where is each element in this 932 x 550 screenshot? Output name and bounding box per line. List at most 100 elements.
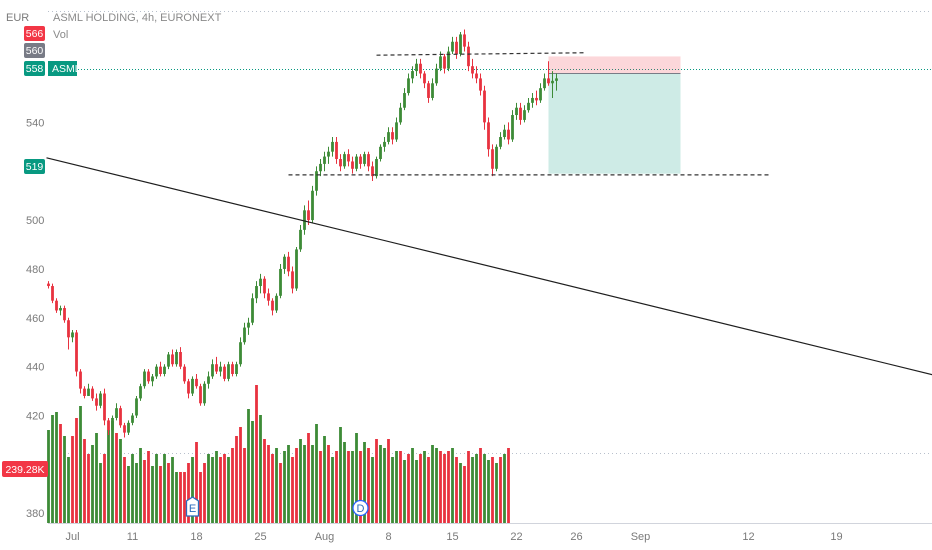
volume-bar — [67, 457, 70, 523]
candle-body — [515, 107, 518, 116]
volume-bar — [95, 433, 98, 523]
dividend-marker — [352, 499, 369, 517]
candle-body — [139, 386, 142, 399]
candle-body — [119, 408, 122, 426]
volume-bar — [279, 463, 282, 523]
volume-bar — [327, 445, 330, 523]
drawings[interactable] — [46, 52, 932, 376]
time-tick-label: Sep — [631, 531, 651, 543]
time-tick-label: Aug — [315, 531, 335, 543]
candle-body — [475, 73, 478, 79]
volume-bar — [375, 439, 378, 523]
volume-bar — [179, 472, 182, 523]
volume-bar — [467, 451, 470, 523]
volume-bar — [87, 454, 90, 523]
candle-body — [147, 371, 150, 382]
volume-bar — [363, 442, 366, 523]
candle-body — [295, 249, 298, 289]
volume-bar — [315, 424, 318, 523]
volume-bar — [395, 451, 398, 523]
candle-body — [415, 63, 418, 72]
candle-body — [487, 122, 490, 150]
candle-body — [383, 141, 386, 147]
volume-bar — [255, 385, 258, 523]
time-axis[interactable]: Jul 11 18 25 Aug 8 15 22 26 Sep 12 19 — [65, 531, 842, 543]
volume-bar — [399, 451, 402, 523]
price-tag-box — [24, 26, 45, 41]
price-tag-box — [24, 159, 45, 174]
volume-bar — [491, 457, 494, 523]
candle-body — [331, 141, 334, 152]
volume-bar — [339, 427, 342, 523]
candle-body — [507, 129, 510, 140]
volume-bar — [343, 442, 346, 523]
volume-bar — [91, 445, 94, 523]
volume-bar — [191, 457, 194, 523]
volume-bar — [55, 412, 58, 523]
time-tick-label: 25 — [254, 531, 266, 543]
volume-bar — [499, 457, 502, 523]
volume-bar — [459, 463, 462, 523]
volume-bar — [223, 454, 226, 523]
volume-bar — [51, 415, 54, 523]
candle-body — [191, 378, 194, 394]
volume-bar — [123, 457, 126, 523]
volume-bar — [347, 451, 350, 523]
candle-body — [447, 51, 450, 69]
candle-body — [167, 354, 170, 367]
candle-body — [523, 110, 526, 120]
candle-body — [419, 63, 422, 74]
volume-tag-box — [2, 461, 48, 477]
candle-body — [203, 383, 206, 404]
volume-bar — [427, 457, 430, 523]
volume-bar — [439, 451, 442, 523]
candle-body — [259, 278, 262, 287]
candle-body — [255, 286, 258, 299]
volume-bar — [487, 460, 490, 523]
candle-body — [343, 154, 346, 167]
volume-bar — [455, 457, 458, 523]
volume-bar — [227, 457, 230, 523]
candle-body — [195, 378, 198, 387]
time-tick-label: 18 — [190, 531, 202, 543]
price-axis[interactable]: 380 420 440 460 480 500 540 — [26, 117, 44, 520]
volume-bar — [407, 454, 410, 523]
candle-body — [399, 107, 402, 123]
candle-body — [243, 327, 246, 343]
candle-body — [315, 171, 318, 191]
candle-body — [435, 68, 438, 84]
volume-bar — [507, 448, 510, 523]
candle-body — [503, 129, 506, 138]
volume-bar — [307, 433, 310, 523]
volume-bar — [175, 472, 178, 523]
time-tick-label: 8 — [385, 531, 391, 543]
candle-body — [207, 376, 210, 384]
short-position-tool[interactable] — [548, 56, 681, 174]
candle-body — [471, 66, 474, 74]
candle-body — [379, 146, 382, 160]
candle-body — [79, 371, 82, 389]
volume-bar — [167, 463, 170, 523]
volume-bar — [351, 451, 354, 523]
price-tags: 566 560 558 519 ASML 239.28K — [2, 26, 81, 477]
candle-body — [63, 308, 66, 321]
candle-body — [115, 408, 118, 418]
time-tick-label: 11 — [127, 531, 138, 543]
candle-body — [267, 293, 270, 301]
volume-bar — [475, 454, 478, 523]
volume-bar — [171, 457, 174, 523]
price-tick-label: 380 — [26, 508, 44, 520]
volume-bar — [99, 463, 102, 523]
volume-bar — [387, 439, 390, 523]
volume-bar — [163, 454, 166, 523]
volume-bar — [107, 430, 110, 523]
candle-body — [151, 376, 154, 382]
candle-body — [327, 151, 330, 157]
time-tick-label: 12 — [742, 531, 754, 543]
candle-body — [555, 78, 558, 81]
candle-body — [455, 41, 458, 54]
candle-body — [319, 163, 322, 172]
volume-bar — [127, 466, 130, 523]
